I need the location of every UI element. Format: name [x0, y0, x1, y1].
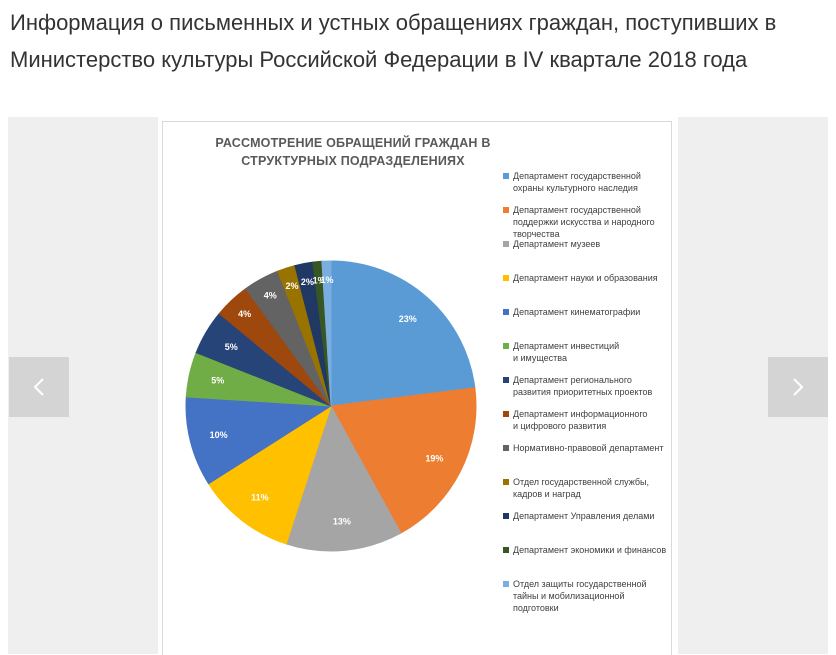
- legend-item: Департамент инвестиций и имущества: [503, 340, 673, 364]
- chart-title: РАССМОТРЕНИЕ ОБРАЩЕНИЙ ГРАЖДАН В СТРУКТУ…: [183, 134, 523, 170]
- legend-item: Департамент регионального развития приори…: [503, 374, 673, 398]
- legend-item: Отдел защиты государственной тайны и моби…: [503, 578, 673, 614]
- legend-label: Департамент регионального: [513, 375, 632, 385]
- slider-prev-button[interactable]: [9, 357, 69, 417]
- legend-swatch: [503, 547, 509, 553]
- legend-label: Отдел государственной службы,: [513, 477, 649, 487]
- legend-item: Департамент информационного и цифрового р…: [503, 408, 673, 432]
- pie-slice-label: 11%: [251, 493, 269, 503]
- chevron-left-icon: [33, 378, 44, 396]
- legend-item: Департамент науки и образования: [503, 272, 673, 284]
- legend-label: развития приоритетных проектов: [513, 387, 653, 397]
- legend-item: Департамент государственной охраны культу…: [503, 170, 673, 194]
- chevron-right-icon: [793, 378, 804, 396]
- legend-label: Департамент музеев: [513, 239, 601, 249]
- legend-swatch: [503, 207, 509, 213]
- legend-swatch: [503, 445, 509, 451]
- legend-swatch: [503, 309, 509, 315]
- legend-label: и цифрового развития: [513, 421, 607, 431]
- image-slider: РАССМОТРЕНИЕ ОБРАЩЕНИЙ ГРАЖДАН В СТРУКТУ…: [8, 117, 828, 655]
- pie-slice-label: 5%: [225, 342, 238, 352]
- pie-slice-label: 4%: [238, 309, 251, 319]
- pie-slice: [321, 260, 332, 407]
- pie-slice-label: 13%: [333, 517, 351, 527]
- legend-label: Департамент государственной: [513, 205, 641, 215]
- legend-swatch: [503, 343, 509, 349]
- legend-label: поддержки искусства и народного: [513, 217, 655, 227]
- pie-slice: [207, 404, 332, 545]
- chart-area: РАССМОТРЕНИЕ ОБРАЩЕНИЙ ГРАЖДАН В СТРУКТУ…: [162, 121, 672, 655]
- pie-slice-label: 1%: [313, 275, 326, 285]
- legend-label: тайны и мобилизационной: [513, 591, 625, 601]
- legend-swatch: [503, 377, 509, 383]
- legend-item: Нормативно-правовой департамент: [503, 442, 673, 454]
- legend-item: Департамент государственной поддержки иск…: [503, 204, 673, 240]
- legend-swatch: [503, 411, 509, 417]
- legend-label: и имущества: [513, 353, 567, 363]
- legend-label: подготовки: [513, 603, 559, 613]
- slider-next-button[interactable]: [768, 357, 828, 417]
- legend-swatch: [503, 479, 509, 485]
- pie-slice-label: 2%: [285, 281, 298, 291]
- pie-chart: 23%19%13%11%10%5%5%4%4%2% 2%1%1%: [185, 260, 477, 552]
- pie-slice-label: 19%: [425, 454, 443, 464]
- legend-label: Отдел защиты государственной: [513, 579, 647, 589]
- chart-title-line-1: РАССМОТРЕНИЕ ОБРАЩЕНИЙ ГРАЖДАН В: [215, 136, 491, 150]
- legend-swatch: [503, 173, 509, 179]
- pie-slice: [330, 387, 477, 534]
- legend-label: охраны культурного наследия: [513, 183, 638, 193]
- legend-label: кадров и наград: [513, 489, 581, 499]
- legend-swatch: [503, 513, 509, 519]
- legend-label: Нормативно-правовой департамент: [513, 443, 664, 453]
- legend-label: Департамент кинематографии: [513, 307, 641, 317]
- legend-label: Департамент информационного: [513, 409, 648, 419]
- legend-swatch: [503, 241, 509, 247]
- pie-slice: [185, 396, 333, 485]
- page-title: Информация о письменных и устных обращен…: [10, 10, 777, 72]
- legend-swatch: [503, 275, 509, 281]
- legend-label: Департамент экономики и финансов: [513, 545, 667, 555]
- pie-slice-label: 4%: [264, 291, 277, 301]
- legend-label: Департамент науки и образования: [513, 273, 658, 283]
- chart-title-line-2: СТРУКТУРНЫХ ПОДРАЗДЕЛЕНИЯХ: [241, 154, 465, 168]
- legend-label: творчества: [513, 229, 560, 239]
- pie-slice: [330, 260, 476, 407]
- pie-slice-label: 5%: [211, 376, 224, 386]
- legend-item: Департамент музеев: [503, 238, 673, 250]
- pie-slice: [285, 404, 402, 552]
- legend-item: Департамент экономики и финансов: [503, 544, 673, 556]
- legend-label: Департамент государственной: [513, 171, 641, 181]
- legend-label: Департамент инвестиций: [513, 341, 620, 351]
- pie-slice-label: 1%: [320, 275, 333, 285]
- legend-item: Департамент Управления делами: [503, 510, 673, 522]
- pie-slice-label: 23%: [399, 314, 417, 324]
- legend-item: Отдел государственной службы, кадров и на…: [503, 476, 673, 500]
- legend-item: Департамент кинематографии: [503, 306, 673, 318]
- legend-label: Департамент Управления делами: [513, 511, 655, 521]
- legend-swatch: [503, 581, 509, 587]
- pie-slice-label: 10%: [210, 430, 228, 440]
- pie-slice-label: 2%: [301, 277, 314, 287]
- slide-image: РАССМОТРЕНИЕ ОБРАЩЕНИЙ ГРАЖДАН В СТРУКТУ…: [158, 117, 678, 655]
